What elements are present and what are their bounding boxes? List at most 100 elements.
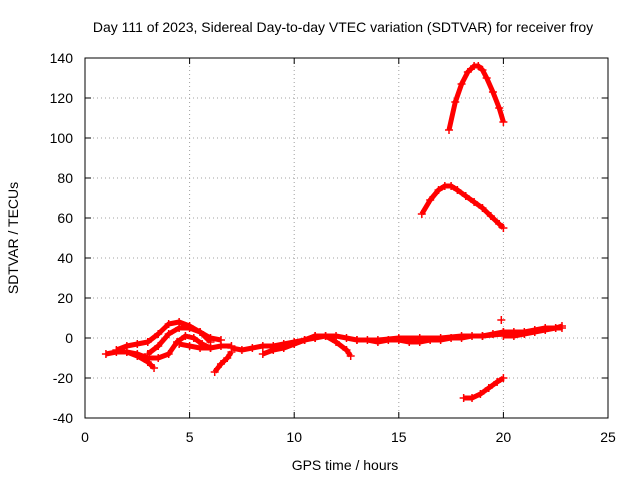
- data-point: [269, 346, 278, 354]
- data-point: [216, 342, 225, 350]
- data-point: [434, 186, 443, 194]
- y-tick-label: 20: [57, 290, 73, 306]
- axis-ticks: 0 5 10 15 20 25 -40 -20 0 20 40 60 80 100 120 140: [50, 50, 616, 445]
- data-point: [373, 336, 382, 344]
- data-point: [101, 350, 110, 358]
- series-16: [497, 316, 506, 324]
- data-point: [227, 344, 236, 352]
- data-point: [175, 324, 184, 332]
- data-point: [185, 324, 194, 332]
- x-tick-label: 0: [81, 429, 89, 445]
- y-axis-label: SDTVAR / TECUs: [5, 182, 21, 294]
- data-point: [133, 350, 142, 358]
- series-line: [446, 63, 506, 131]
- series-0: [445, 62, 508, 134]
- x-tick-label: 25: [600, 429, 616, 445]
- data-point: [216, 360, 225, 368]
- grid-lines: [85, 58, 608, 418]
- y-tick-label: 60: [57, 210, 73, 226]
- data-point: [112, 346, 121, 354]
- data-point: [154, 342, 163, 350]
- data-point: [279, 344, 288, 352]
- data-point: [196, 328, 205, 336]
- y-tick-label: -20: [53, 370, 73, 386]
- data-point: [509, 328, 518, 336]
- data-point: [520, 328, 529, 336]
- data-point: [488, 88, 497, 96]
- data-point: [499, 224, 508, 232]
- data-point: [258, 342, 267, 350]
- data-point: [181, 332, 190, 340]
- y-tick-label: -40: [53, 410, 73, 426]
- data-point: [436, 334, 445, 342]
- data-point: [499, 374, 508, 382]
- data-point: [482, 74, 491, 82]
- data-point: [497, 316, 506, 324]
- data-point: [557, 324, 566, 332]
- data-point: [415, 334, 424, 342]
- data-point: [342, 346, 351, 354]
- data-point: [300, 336, 309, 344]
- data-point: [484, 384, 493, 392]
- series-8: [210, 348, 236, 376]
- data-point: [457, 80, 466, 88]
- data-point: [210, 368, 219, 376]
- data-point: [346, 352, 355, 360]
- data-point: [189, 334, 198, 342]
- y-tick-label: 120: [50, 90, 74, 106]
- data-point: [164, 350, 173, 358]
- x-tick-label: 15: [391, 429, 407, 445]
- data-point: [457, 332, 466, 340]
- series-5: [143, 324, 215, 358]
- data-point: [223, 354, 232, 362]
- data-point: [394, 334, 403, 342]
- data-point: [499, 118, 508, 126]
- data-point: [332, 332, 341, 340]
- data-point: [248, 344, 257, 352]
- data-point: [451, 98, 460, 106]
- data-point: [290, 340, 299, 348]
- data-point: [530, 326, 539, 334]
- data-point: [447, 182, 456, 190]
- y-tick-label: 40: [57, 250, 73, 266]
- data-point: [478, 332, 487, 340]
- x-tick-label: 5: [186, 429, 194, 445]
- data-point: [463, 68, 472, 76]
- x-tick-label: 10: [286, 429, 302, 445]
- data-point: [143, 354, 152, 362]
- data-point: [311, 334, 320, 342]
- series-7: [175, 340, 236, 352]
- data-point: [445, 126, 454, 134]
- data-point: [352, 336, 361, 344]
- data-point: [143, 338, 152, 346]
- plot-frame: [84, 57, 609, 419]
- data-point: [476, 390, 485, 398]
- data-point: [461, 192, 470, 200]
- data-point: [495, 220, 504, 228]
- series-line: [126, 333, 212, 361]
- data-point: [417, 210, 426, 218]
- data-point: [470, 198, 479, 206]
- data-point: [321, 332, 330, 340]
- data-point: [164, 330, 173, 338]
- series-line: [419, 183, 506, 230]
- data-point: [206, 344, 215, 352]
- data-point: [150, 364, 159, 372]
- y-tick-label: 0: [65, 330, 73, 346]
- data-point: [495, 104, 504, 112]
- series-line: [357, 331, 504, 343]
- data-point: [122, 348, 131, 356]
- data-point: [493, 378, 502, 386]
- data-point: [474, 62, 483, 70]
- data-point: [185, 342, 194, 350]
- data-point: [342, 334, 351, 342]
- x-axis-label: GPS time / hours: [292, 457, 399, 473]
- data-point: [164, 320, 173, 328]
- data-point: [468, 394, 477, 402]
- data-point: [196, 344, 205, 352]
- data-point: [426, 196, 435, 204]
- data-point: [175, 340, 184, 348]
- data-point: [154, 354, 163, 362]
- y-tick-label: 100: [50, 130, 74, 146]
